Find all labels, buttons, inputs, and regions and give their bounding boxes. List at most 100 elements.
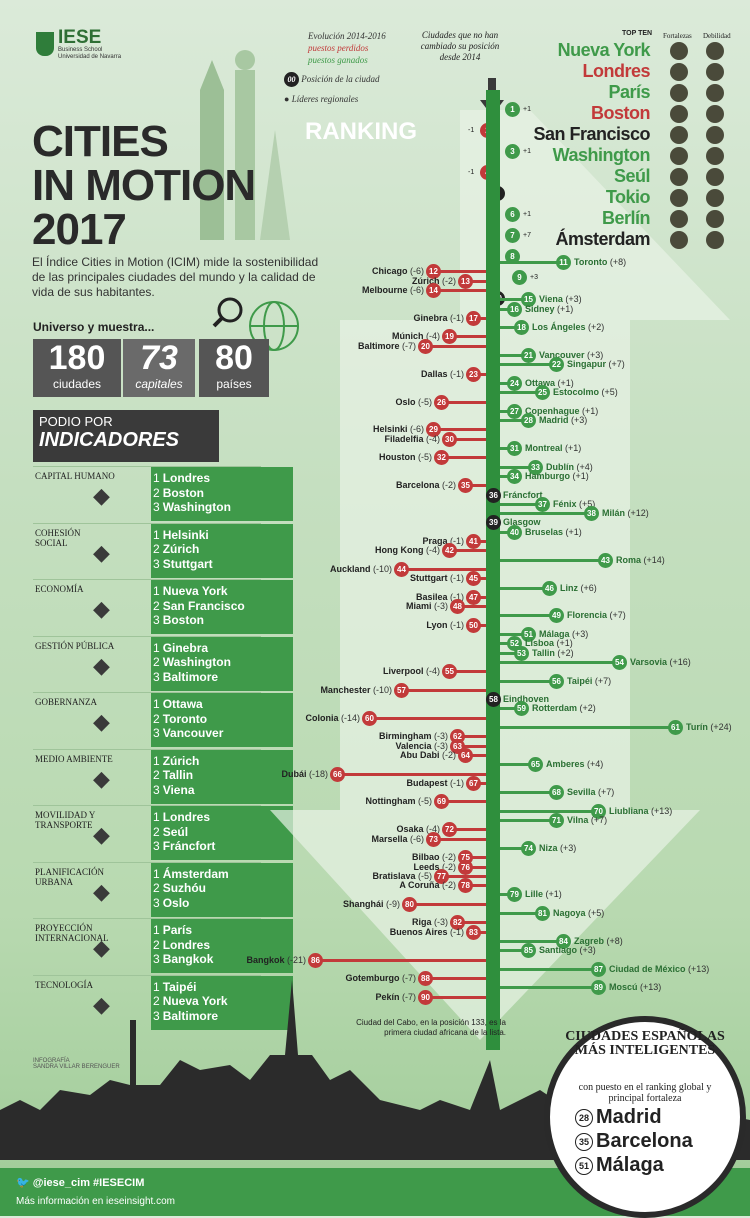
position-badge: 79: [507, 887, 522, 903]
city-name: Bangkok: [246, 954, 285, 965]
position-badge: 68: [549, 785, 564, 801]
city-name: Florencia: [567, 610, 608, 621]
city-gained: Taipéi (+7): [567, 676, 611, 687]
indicator-city: Washington: [162, 655, 231, 669]
city-name: Roma: [616, 554, 642, 565]
city-change: (-2): [442, 749, 456, 760]
indicator-city: Tallin: [162, 768, 194, 782]
title-line2: IN MOTION: [32, 161, 256, 210]
loss-bar: [466, 279, 486, 283]
logo-line2: Universidad de Navarra: [58, 53, 122, 60]
gain-bar: [500, 660, 616, 664]
spain-rank: 51: [575, 1156, 593, 1175]
indicator-rank: 3 Bangkok: [153, 952, 213, 967]
strength-icon: [670, 84, 688, 102]
city-lost: Ginebra (-1): [413, 313, 464, 324]
city-name: Eindhoven: [503, 694, 550, 705]
city-gained: Hamburgo (+1): [525, 471, 589, 482]
city-name: Glasgow: [503, 517, 541, 528]
indicator-rank: 2 Tallin: [153, 768, 199, 783]
position-badge: 70: [591, 803, 606, 819]
logo-line1: Business School: [58, 47, 103, 53]
loss-bar: [458, 921, 486, 925]
position-badge: 38: [584, 506, 599, 522]
position-badge: 41: [466, 534, 481, 549]
city-lost: Oslo (-5): [395, 397, 432, 408]
position-badge: 57: [394, 682, 409, 698]
rank-number: 1: [153, 584, 160, 598]
position-badge: 66: [330, 766, 345, 782]
strength-icon: [670, 105, 688, 123]
city-name: Montreal: [525, 443, 563, 453]
indicator-bg: [151, 975, 293, 1030]
city-gained: Tallin (+2): [532, 648, 574, 659]
city-gained: Vancouver (+3): [539, 350, 603, 361]
city-name: Turín: [686, 722, 708, 732]
city-name: Gotemburgo: [345, 973, 400, 984]
credits: INFOGRAFÍA SANDRA VILLAR BERENGUER: [33, 1058, 120, 1070]
rank-number: 1: [153, 923, 160, 937]
city-gained: Estocolmo (+5): [553, 387, 618, 398]
position-badge: 19: [442, 329, 457, 345]
weakness-icon: [706, 168, 724, 186]
loss-bar: [442, 400, 486, 404]
position-badge: 88: [418, 971, 433, 987]
position-badge: 81: [535, 906, 550, 921]
city-change: (-3): [434, 601, 448, 612]
position-badge: 76: [458, 859, 473, 875]
loss-bar: [450, 437, 486, 441]
city-name: Barcelona: [395, 480, 440, 491]
indicator-city: Ottawa: [162, 697, 203, 711]
indicator-city: Stuttgart: [162, 556, 213, 571]
city-change: (+8): [606, 935, 623, 946]
loss-bar: [434, 837, 486, 841]
city-lost: Auckland (-10): [330, 564, 392, 575]
rank-number: 3: [153, 500, 160, 514]
city-name: Houston: [378, 452, 416, 463]
city-gained: Niza (+3): [539, 843, 576, 854]
debilidad-header: Debilidad: [703, 32, 731, 40]
position-badge: 77: [434, 868, 449, 884]
gain-bar: [500, 642, 511, 646]
city-change: (-1): [450, 926, 464, 937]
city-change: (-2): [442, 852, 456, 863]
legend-evolution: Evolución 2014-2016: [308, 31, 386, 41]
city-change: (-14): [340, 712, 360, 723]
city-change: (-4): [426, 824, 440, 835]
hotel-icon: ◆: [93, 935, 110, 960]
transport-icon: ◆: [93, 822, 110, 847]
footer-more[interactable]: Más información en ieseinsight.com: [16, 1196, 175, 1207]
indicator-label: TECNOLOGÍA: [35, 979, 93, 990]
indicator-rank: 1 Ámsterdam: [153, 867, 229, 882]
gain-bar: [500, 307, 511, 311]
city-lost: Bilbao (-2): [412, 852, 456, 863]
position-badge: 89: [591, 980, 606, 996]
weakness-icon: [706, 147, 724, 165]
indicator-bg: [151, 806, 293, 860]
position-badge: 37: [535, 496, 550, 512]
position-badge: 47: [466, 589, 481, 605]
rank-number: 2: [153, 655, 160, 669]
city-change: (+1): [572, 470, 589, 481]
position-badge: 32: [434, 450, 449, 466]
position-badge: 35: [458, 478, 473, 494]
position-badge: 15: [521, 292, 536, 308]
indicator-top3: 1 Ginebra 2 Washington 3 Baltimore: [153, 641, 231, 685]
gain-bar: [500, 502, 539, 506]
indicator-city: San Francisco: [162, 598, 245, 613]
position-badge: 51: [521, 627, 536, 642]
city-change: (+3): [565, 294, 582, 305]
city-change: (+1): [557, 377, 574, 388]
city-gained: Lisboa (+1): [525, 638, 573, 649]
indicator-rank: 3 Baltimore: [153, 670, 231, 685]
loss-bar: [442, 874, 486, 878]
gain-bar: [500, 530, 511, 534]
city-change: (-5): [418, 796, 432, 807]
city-name: Hamburgo: [525, 470, 570, 481]
stat-value: 80: [215, 339, 253, 377]
footer-handles[interactable]: 🐦 @iese_cim #IESECIM: [16, 1176, 144, 1189]
loss-bar: [316, 958, 486, 962]
indicator-city: Suzhóu: [162, 881, 207, 895]
indicator-bg: [151, 523, 293, 578]
indicator-rank: 1 París: [153, 923, 213, 938]
